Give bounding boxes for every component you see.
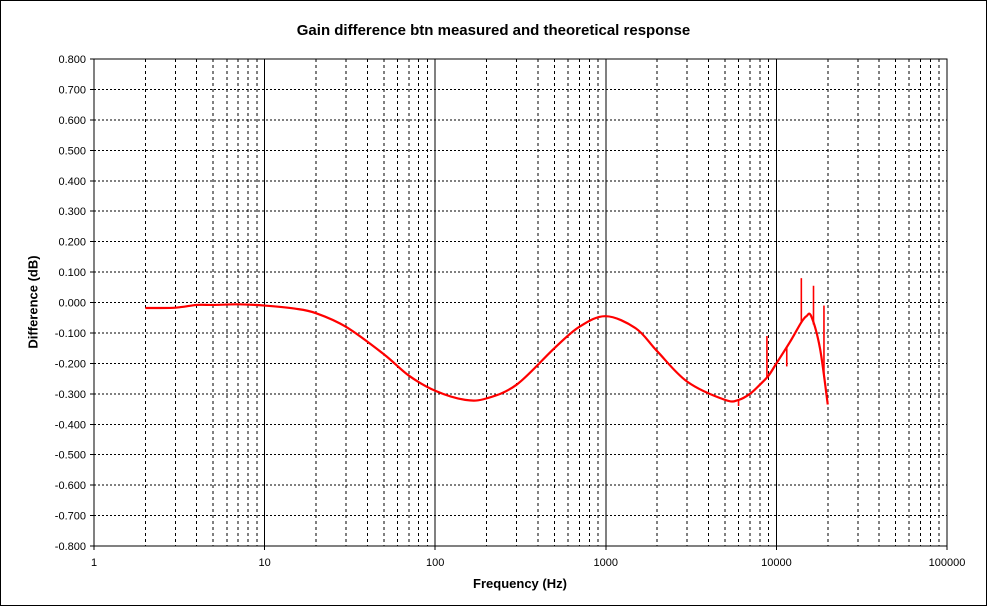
x-tick-label: 1 (91, 557, 97, 569)
y-tick-label: 0.200 (58, 237, 86, 249)
y-tick-label: 0.300 (58, 206, 86, 218)
y-tick-label: -0.700 (55, 511, 86, 523)
y-tick-label: -0.100 (55, 328, 86, 340)
y-tick-label: -0.200 (55, 358, 86, 370)
y-tick-label: 0.600 (58, 115, 86, 127)
chart-title: Gain difference btn measured and theoret… (296, 22, 691, 39)
x-tick-label: 10 (258, 557, 270, 569)
data-series (145, 278, 829, 406)
y-tick-label: -0.500 (55, 450, 86, 462)
grid-lines (94, 58, 947, 547)
x-tick-label: 1000 (594, 557, 618, 569)
x-axis-title: Frequency (Hz) (473, 576, 567, 591)
y-tick-label: 0.400 (58, 176, 86, 188)
x-tick-label: 100 (426, 557, 444, 569)
y-tick-label: -0.800 (55, 541, 86, 553)
tick-labels: 0.800 0.700 0.600 0.500 0.400 0.300 0.200 0.100… (55, 54, 966, 569)
x-tick-label: 100000 (929, 557, 966, 569)
y-tick-label: 0.100 (58, 267, 86, 279)
y-tick-label: 0.800 (58, 54, 86, 66)
y-tick-label: -0.400 (55, 419, 86, 431)
y-tick-label: 0.000 (58, 298, 86, 310)
x-tick-label: 10000 (761, 557, 792, 569)
y-tick-label: 0.500 (58, 145, 86, 157)
axes (90, 58, 948, 550)
series-line (145, 303, 829, 405)
y-tick-label: 0.700 (58, 84, 86, 96)
y-tick-label: -0.300 (55, 389, 86, 401)
y-tick-label: -0.600 (55, 480, 86, 492)
